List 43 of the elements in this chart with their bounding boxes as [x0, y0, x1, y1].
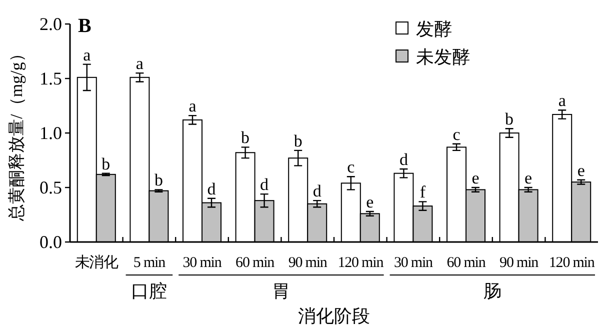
- x-tick-label: 120 min: [338, 255, 384, 271]
- data-label: e: [577, 160, 585, 180]
- data-label: b: [241, 128, 250, 148]
- x-tick-label: 120 min: [548, 255, 596, 271]
- text: 肠: [483, 281, 502, 301]
- data-label: c: [347, 158, 356, 177]
- data-label: a: [188, 96, 197, 116]
- y-axis-title: 总黄酮释放量/（mg/g）: [7, 45, 26, 222]
- data-label: e: [524, 168, 532, 188]
- x-tick-label: 30 min: [182, 255, 222, 271]
- x-tick-label: 5 min: [133, 255, 166, 271]
- x-tick-label: 60 min: [446, 255, 486, 271]
- data-label: e: [472, 168, 480, 188]
- x-tick-label: 90 min: [500, 255, 540, 271]
- y-tick-label: 0.0: [40, 232, 62, 252]
- y-tick-label: 0.5: [40, 178, 62, 198]
- data-label: e: [366, 192, 374, 212]
- data-label: f: [420, 182, 426, 202]
- data-label: a: [136, 54, 144, 74]
- legend-label: 未发酵: [416, 47, 470, 67]
- x-tick-label: 60 min: [236, 255, 276, 271]
- data-label: d: [399, 150, 408, 169]
- data-label: b: [294, 131, 302, 150]
- x-tick-label: 未消化: [74, 254, 119, 271]
- data-label: d: [260, 175, 270, 194]
- chart-title: B: [78, 15, 92, 37]
- data-label: b: [154, 170, 163, 190]
- y-tick-label: 1.5: [40, 68, 62, 88]
- x-axis-title: 消化阶段: [298, 306, 370, 326]
- y-tick-label: 2.0: [40, 14, 62, 34]
- data-label: c: [452, 124, 461, 144]
- x-tick-label: 30 min: [394, 255, 434, 271]
- data-label: d: [207, 179, 216, 198]
- data-label: a: [83, 45, 92, 64]
- y-tick-label: 1.0: [40, 123, 62, 143]
- legend-label: 发酵: [416, 19, 452, 39]
- text: 胃: [272, 281, 290, 301]
- text: 口腔: [131, 281, 168, 301]
- data-label: d: [312, 182, 322, 201]
- data-label: b: [505, 110, 514, 129]
- data-label: a: [558, 91, 566, 110]
- x-tick-label: 90 min: [288, 255, 328, 271]
- data-label: b: [102, 154, 110, 174]
